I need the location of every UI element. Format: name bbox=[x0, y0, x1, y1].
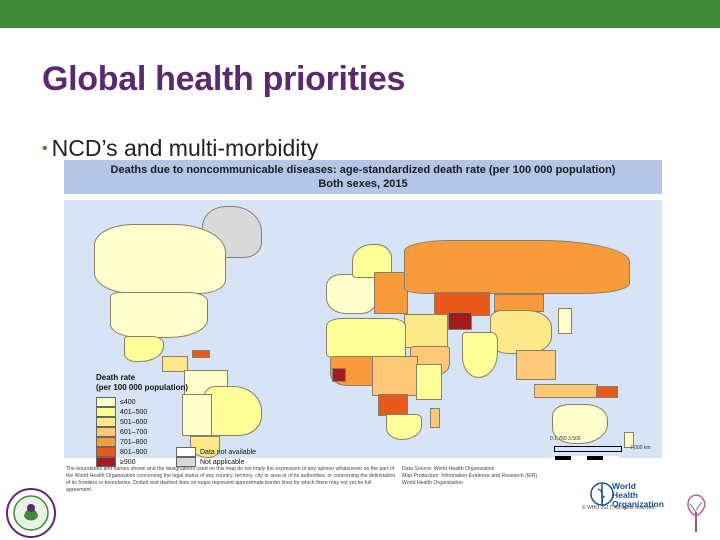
bullet-text: NCD’s and multi-morbidity bbox=[51, 135, 319, 161]
legend-swatch bbox=[96, 437, 116, 447]
legend-label: 601–700 bbox=[120, 428, 148, 436]
legend-label: ≥900 bbox=[120, 458, 136, 466]
legend-item: 701–800 bbox=[96, 437, 147, 447]
map-subtitle: Both sexes, 2015 bbox=[318, 178, 408, 190]
legend-label: Data not available bbox=[200, 448, 257, 456]
makerere-palliative-care-logo bbox=[6, 488, 56, 538]
legend-item: ≥900 bbox=[96, 457, 136, 467]
legend-swatch bbox=[96, 417, 116, 427]
legend-title: Death rate bbox=[96, 373, 136, 382]
map-region-india bbox=[462, 332, 498, 378]
map-legend: Death rate (per 100 000 population) ≤400… bbox=[96, 373, 296, 467]
legend-item: 801–900 bbox=[96, 447, 147, 457]
legend-swatch bbox=[176, 447, 196, 457]
map-region-afghanistan bbox=[448, 312, 472, 330]
who-emblem-icon bbox=[590, 482, 614, 506]
map-region-western-europe bbox=[326, 274, 376, 314]
map-region-eastern-europe bbox=[374, 272, 408, 314]
map-region-japan-korea bbox=[558, 308, 572, 334]
map-region-caribbean bbox=[192, 350, 210, 358]
legend-swatch bbox=[96, 427, 116, 437]
who-name-line1: World Health bbox=[612, 481, 638, 500]
map-region-central-america bbox=[162, 356, 188, 372]
legend-label: Not applicable bbox=[200, 458, 245, 466]
map-copyright: © WHO 2017. All rights reserved. bbox=[582, 505, 656, 511]
map-region-mexico bbox=[124, 336, 164, 362]
scale-unit: 7,000 km bbox=[630, 445, 651, 451]
top-bar bbox=[0, 0, 720, 28]
legend-label: 501–600 bbox=[120, 418, 148, 426]
map-region-canada bbox=[94, 224, 226, 294]
map-region-angola bbox=[378, 394, 408, 416]
map-region-madagascar bbox=[430, 408, 440, 428]
map-region-southeast-asia bbox=[516, 350, 556, 380]
who-name-line2: Organization bbox=[612, 499, 664, 509]
map-region-sierra-leone bbox=[332, 368, 346, 382]
map-region-north-africa bbox=[326, 318, 406, 358]
legend-label: 401–500 bbox=[120, 408, 148, 416]
map-region-indonesia bbox=[534, 384, 598, 398]
map-region-new-zealand bbox=[624, 432, 634, 448]
legend-swatch bbox=[96, 397, 116, 407]
legend-label: 701–800 bbox=[120, 438, 148, 446]
world-map-figure: Deaths due to noncommunicable diseases: … bbox=[64, 160, 664, 538]
map-region-russia bbox=[404, 240, 630, 294]
slide-title: Global health priorities bbox=[42, 60, 406, 98]
map-region-peru-bolivia bbox=[182, 394, 212, 436]
legend-item: 501–600 bbox=[96, 417, 147, 427]
legend-label: ≤400 bbox=[120, 398, 136, 406]
legend-item: ≤400 bbox=[96, 397, 136, 407]
map-disclaimer: The boundaries and names shown and the d… bbox=[66, 466, 396, 493]
scale-bar bbox=[554, 446, 622, 460]
map-data-source: Data Source: World Health Organization M… bbox=[402, 466, 538, 486]
map-region-central-africa bbox=[372, 356, 418, 396]
map-ocean bbox=[64, 200, 662, 458]
map-region-china bbox=[490, 310, 552, 354]
map-region-middle-east bbox=[404, 314, 448, 348]
map-region-east-africa bbox=[416, 364, 442, 400]
bullet-item: • NCD’s and multi-morbidity bbox=[42, 135, 318, 162]
bullet-icon: • bbox=[42, 140, 48, 157]
legend-swatch bbox=[96, 447, 116, 457]
legend-item: 601–700 bbox=[96, 427, 147, 437]
map-region-papua bbox=[596, 386, 618, 398]
map-region-usa bbox=[110, 292, 208, 338]
legend-subtitle: (per 100 000 population) bbox=[96, 383, 189, 392]
legend-item: Data not available bbox=[176, 447, 256, 457]
map-region-australia bbox=[552, 404, 608, 444]
legend-label: 801–900 bbox=[120, 448, 148, 456]
legend-swatch bbox=[96, 457, 116, 467]
scale-labels: 0 1,750 3,500 bbox=[550, 436, 581, 442]
who-name: World Health Organization bbox=[612, 482, 664, 509]
legend-item: Not applicable bbox=[176, 457, 244, 467]
legend-swatch bbox=[176, 457, 196, 467]
tree-logo bbox=[687, 494, 706, 532]
map-region-southern-africa bbox=[386, 414, 422, 440]
legend-swatch bbox=[96, 407, 116, 417]
map-title: Deaths due to noncommunicable diseases: … bbox=[110, 164, 616, 176]
map-header: Deaths due to noncommunicable diseases: … bbox=[64, 160, 662, 194]
legend-item: 401–500 bbox=[96, 407, 147, 417]
map-region-brazil bbox=[204, 386, 262, 436]
